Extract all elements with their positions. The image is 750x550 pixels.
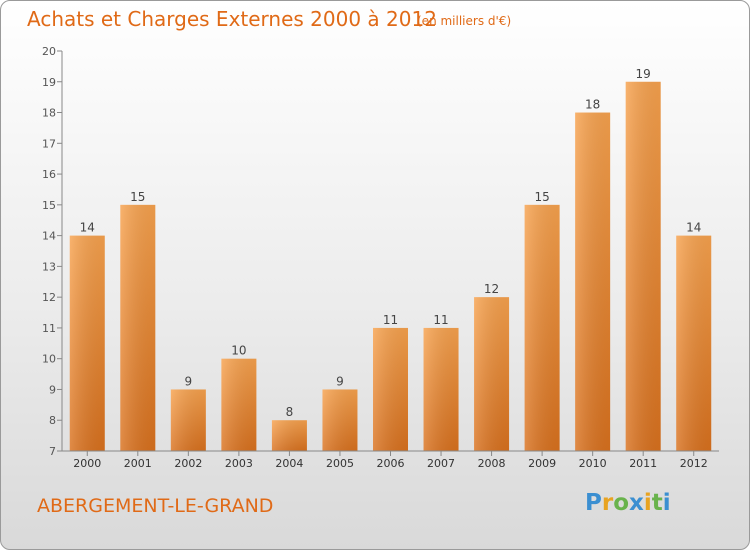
bar-value-label: 9 (336, 374, 344, 388)
x-tick-label: 2002 (174, 457, 202, 470)
y-tick-label: 19 (42, 76, 56, 89)
chart-unit: (en milliers d'€) (417, 14, 512, 28)
bar-value-label: 9 (185, 374, 193, 388)
x-tick-label: 2008 (478, 457, 506, 470)
x-tick-label: 2010 (579, 457, 607, 470)
x-tick-label: 2003 (225, 457, 253, 470)
y-tick-label: 20 (42, 45, 56, 58)
y-tick-label: 13 (42, 260, 56, 273)
y-tick-label: 7 (49, 445, 56, 458)
x-tick-label: 2001 (124, 457, 152, 470)
bar-shade (625, 81, 661, 452)
bar-shade (676, 235, 712, 451)
bar-shade (524, 204, 560, 451)
x-tick-label: 2007 (427, 457, 455, 470)
x-tick-label: 2004 (275, 457, 303, 470)
bar-value-label: 14 (686, 221, 701, 235)
y-tick-label: 16 (42, 168, 56, 181)
x-tick-label: 2012 (680, 457, 708, 470)
y-tick-label: 11 (42, 322, 56, 335)
x-tick-label: 2000 (73, 457, 101, 470)
bar-value-label: 8 (286, 405, 294, 419)
place-name: ABERGEMENT-LE-GRAND (37, 495, 274, 517)
bar-value-label: 11 (433, 313, 448, 327)
y-tick-label: 10 (42, 353, 56, 366)
y-tick-label: 17 (42, 137, 56, 150)
bar-value-label: 10 (231, 344, 246, 358)
bar-shade (474, 297, 510, 451)
bar-value-label: 12 (484, 282, 499, 296)
x-tick-label: 2011 (629, 457, 657, 470)
bar-shade (69, 235, 105, 451)
y-tick-label: 15 (42, 199, 56, 212)
bar-value-label: 15 (130, 190, 145, 204)
y-tick-label: 14 (42, 230, 56, 243)
y-tick-label: 8 (49, 414, 56, 427)
proxiti-logo: Proxiti (585, 490, 671, 516)
bar-value-label: 18 (585, 98, 600, 112)
bar-shade (575, 112, 611, 452)
bar-value-label: 14 (80, 221, 95, 235)
chart-title: Achats et Charges Externes 2000 à 2012 (27, 7, 437, 31)
bar-value-label: 11 (383, 313, 398, 327)
bar-shade (221, 358, 257, 451)
x-tick-label: 2006 (377, 457, 405, 470)
x-tick-label: 2005 (326, 457, 354, 470)
bar-shade (271, 420, 307, 451)
bar-shade (322, 389, 358, 451)
x-tick-label: 2009 (528, 457, 556, 470)
y-tick-label: 9 (49, 383, 56, 396)
y-tick-label: 18 (42, 107, 56, 120)
bar-shade (170, 389, 206, 451)
bar-shade (423, 327, 459, 451)
bar-value-label: 15 (534, 190, 549, 204)
bar-shade (120, 204, 156, 451)
bar-shade (373, 327, 408, 451)
bar-value-label: 19 (636, 67, 651, 81)
y-tick-label: 12 (42, 291, 56, 304)
